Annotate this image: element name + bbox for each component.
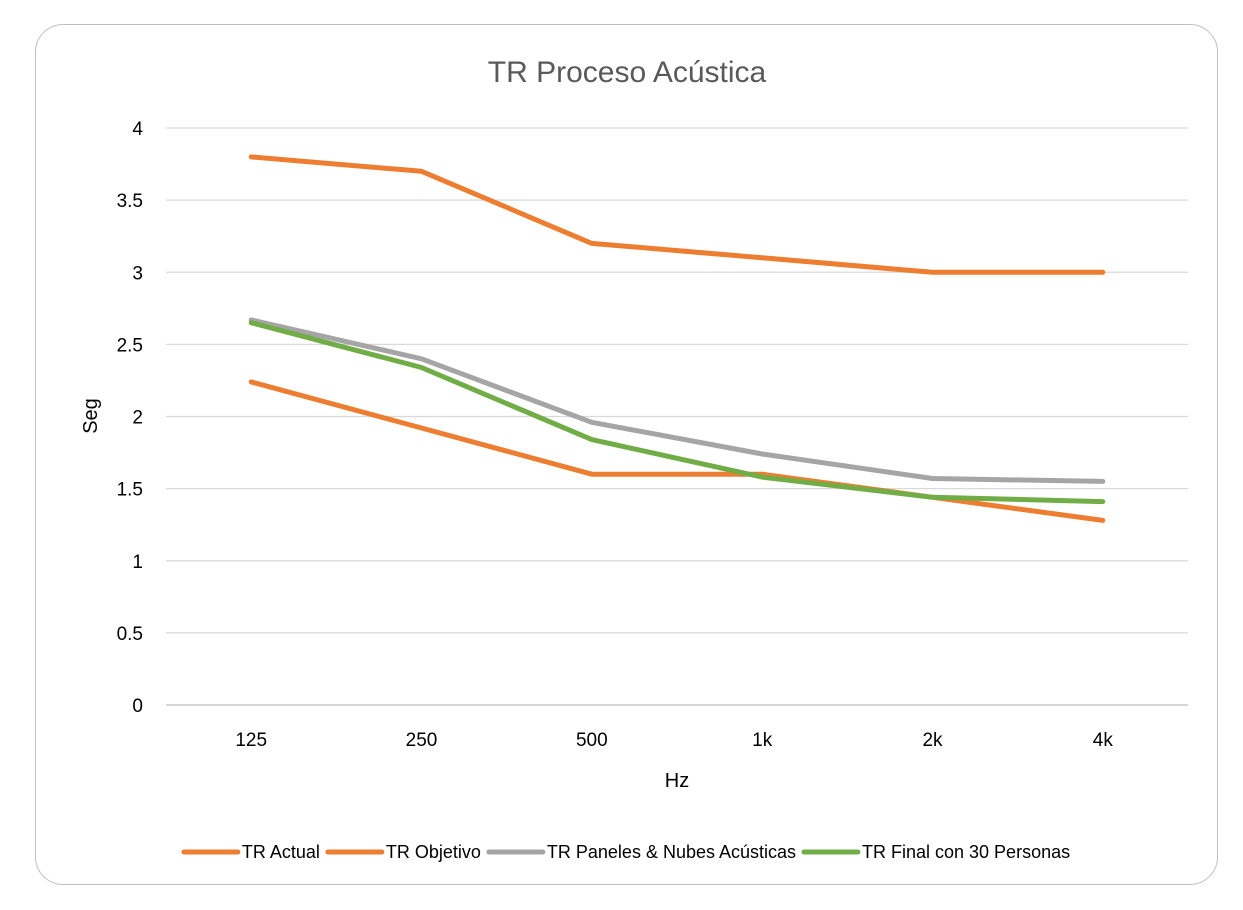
legend-label: TR Objetivo [386,842,481,862]
x-axis-title: Hz [665,770,689,792]
x-axis-ticks: 125 250 500 1k 2k 4k [235,730,1113,751]
legend-label: TR Actual [242,842,320,862]
series-lines [248,154,1106,523]
y-tick-label: 3.5 [117,191,143,212]
y-tick-label: 4 [132,119,143,140]
y-tick-label: 0 [132,696,143,717]
x-tick-label: 4k [1093,730,1114,751]
legend-label: TR Final con 30 Personas [862,842,1070,862]
legend-item: TR Actual [181,842,320,862]
legend-item: TR Final con 30 Personas [801,842,1070,862]
series-line-3 [248,317,1106,484]
legend: TR Actual TR Objetivo TR Paneles & Nubes A… [181,842,1070,862]
y-axis-title: Seg [80,398,102,434]
y-tick-label: 2.5 [117,335,143,356]
y-axis-ticks: 0 0.5 1 1.5 2 2.5 3 3.5 4 [117,119,144,717]
x-tick-label: 2k [922,730,943,751]
x-tick-label: 1k [752,730,773,751]
series-line-4 [248,320,1106,505]
series-line-2 [248,379,1106,523]
legend-label: TR Paneles & Nubes Acústicas [547,842,796,862]
x-tick-label: 500 [576,730,608,751]
series-line-1 [248,154,1106,275]
y-tick-label: 3 [132,263,143,284]
y-tick-label: 2 [132,408,143,429]
x-tick-label: 125 [235,730,267,751]
x-tick-label: 250 [406,730,438,751]
gridlines [166,127,1188,706]
y-tick-label: 1.5 [117,480,143,501]
y-tick-label: 1 [132,552,143,573]
legend-item: TR Paneles & Nubes Acústicas [486,842,796,862]
chart-title: TR Proceso Acústica [488,56,767,89]
chart-frame [35,24,1218,885]
legend-item: TR Objetivo [325,842,481,862]
y-tick-label: 0.5 [117,624,143,645]
